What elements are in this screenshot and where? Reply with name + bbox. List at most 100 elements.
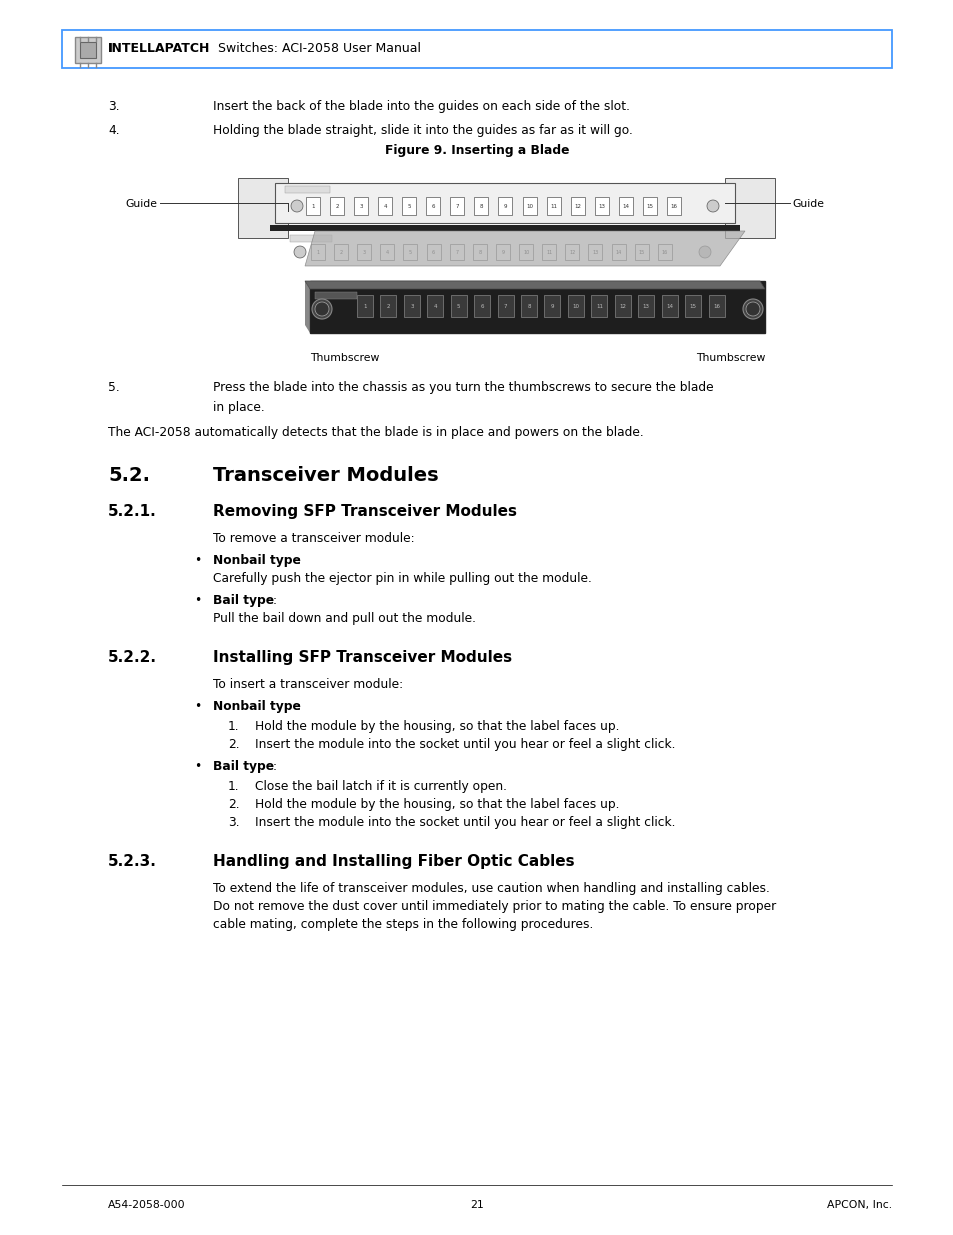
Text: To extend the life of transceiver modules, use caution when handling and install: To extend the life of transceiver module…: [213, 882, 769, 895]
Text: 12: 12: [574, 204, 580, 209]
Bar: [594, 198, 608, 215]
Text: 7: 7: [503, 304, 507, 309]
Text: 16: 16: [661, 249, 667, 254]
Text: •: •: [193, 700, 201, 713]
Text: 9: 9: [501, 249, 504, 254]
Circle shape: [312, 299, 332, 319]
Bar: [638, 295, 654, 317]
Bar: [270, 225, 740, 231]
Text: 5.2.1.: 5.2.1.: [108, 504, 156, 519]
Text: I: I: [108, 42, 112, 56]
Text: 6: 6: [480, 304, 483, 309]
Bar: [661, 295, 677, 317]
Text: 10: 10: [525, 204, 533, 209]
Text: Press the blade into the chassis as you turn the thumbscrews to secure the blade: Press the blade into the chassis as you …: [213, 382, 713, 394]
Bar: [380, 245, 394, 261]
Circle shape: [291, 200, 303, 212]
Circle shape: [745, 303, 760, 316]
Text: Thumbscrew: Thumbscrew: [695, 353, 764, 363]
Text: 13: 13: [642, 304, 649, 309]
Text: 11: 11: [550, 204, 557, 209]
Bar: [565, 245, 578, 261]
Text: 14: 14: [621, 204, 629, 209]
Text: The ACI-2058 automatically detects that the blade is in place and powers on the : The ACI-2058 automatically detects that …: [108, 426, 643, 438]
Text: 9: 9: [550, 304, 554, 309]
Text: :: :: [296, 555, 301, 567]
Bar: [380, 295, 396, 317]
Text: 10: 10: [522, 249, 529, 254]
Text: 1.: 1.: [228, 720, 239, 734]
Bar: [403, 245, 417, 261]
Circle shape: [314, 303, 329, 316]
Text: 4: 4: [433, 304, 436, 309]
Bar: [80, 42, 96, 58]
Text: Pull the bail down and pull out the module.: Pull the bail down and pull out the modu…: [213, 613, 476, 625]
Bar: [311, 245, 325, 261]
Bar: [611, 245, 625, 261]
Text: 13: 13: [598, 204, 604, 209]
Bar: [522, 198, 536, 215]
Text: 11: 11: [596, 304, 602, 309]
Text: Switches: ACI-2058 User Manual: Switches: ACI-2058 User Manual: [213, 42, 420, 56]
Text: Insert the module into the socket until you hear or feel a slight click.: Insert the module into the socket until …: [254, 739, 675, 751]
Bar: [546, 198, 560, 215]
Text: Insert the module into the socket until you hear or feel a slight click.: Insert the module into the socket until …: [254, 816, 675, 829]
Text: 1: 1: [311, 204, 314, 209]
Text: 5.2.2.: 5.2.2.: [108, 650, 157, 664]
Bar: [498, 198, 512, 215]
Bar: [544, 295, 560, 317]
Bar: [450, 198, 464, 215]
Text: Transceiver Modules: Transceiver Modules: [213, 466, 438, 485]
Bar: [285, 186, 330, 193]
Bar: [377, 198, 392, 215]
Text: 5: 5: [456, 304, 460, 309]
Bar: [708, 295, 723, 317]
Text: 4: 4: [385, 249, 389, 254]
Bar: [306, 198, 319, 215]
Text: Nonbail type: Nonbail type: [213, 555, 300, 567]
Bar: [724, 178, 774, 238]
Text: Removing SFP Transceiver Modules: Removing SFP Transceiver Modules: [213, 504, 517, 519]
Text: Insert the back of the blade into the guides on each side of the slot.: Insert the back of the blade into the gu…: [213, 100, 629, 112]
Text: 14: 14: [615, 249, 621, 254]
Text: •: •: [193, 594, 201, 606]
Bar: [570, 198, 584, 215]
Bar: [642, 198, 657, 215]
Bar: [520, 295, 537, 317]
Bar: [402, 198, 416, 215]
Bar: [618, 198, 632, 215]
Text: 5.2.: 5.2.: [108, 466, 150, 485]
Text: Holding the blade straight, slide it into the guides as far as it will go.: Holding the blade straight, slide it int…: [213, 124, 632, 137]
Bar: [334, 245, 348, 261]
Text: 2.: 2.: [228, 798, 239, 811]
Text: 14: 14: [665, 304, 673, 309]
Bar: [354, 198, 368, 215]
Text: 1.: 1.: [228, 781, 239, 793]
Bar: [403, 295, 419, 317]
Text: 15: 15: [646, 204, 653, 209]
Text: 5: 5: [407, 204, 411, 209]
Bar: [541, 245, 556, 261]
Bar: [314, 291, 356, 299]
Bar: [497, 295, 513, 317]
Text: 12: 12: [569, 249, 575, 254]
Text: 5.2.3.: 5.2.3.: [108, 853, 156, 869]
Text: 15: 15: [638, 249, 644, 254]
Bar: [449, 245, 463, 261]
Bar: [330, 198, 344, 215]
Text: Hold the module by the housing, so that the label faces up.: Hold the module by the housing, so that …: [254, 720, 618, 734]
Text: 3: 3: [359, 204, 362, 209]
Polygon shape: [305, 282, 764, 289]
Text: in place.: in place.: [213, 401, 265, 414]
Text: 12: 12: [618, 304, 626, 309]
Text: 2: 2: [339, 249, 342, 254]
Circle shape: [294, 246, 306, 258]
Text: 8: 8: [527, 304, 530, 309]
Text: Hold the module by the housing, so that the label faces up.: Hold the module by the housing, so that …: [254, 798, 618, 811]
Text: Nonbail type: Nonbail type: [213, 700, 300, 713]
Text: 5: 5: [409, 249, 412, 254]
Bar: [62, 30, 891, 68]
Polygon shape: [305, 282, 310, 333]
Text: 5.: 5.: [108, 382, 120, 394]
Bar: [614, 295, 630, 317]
